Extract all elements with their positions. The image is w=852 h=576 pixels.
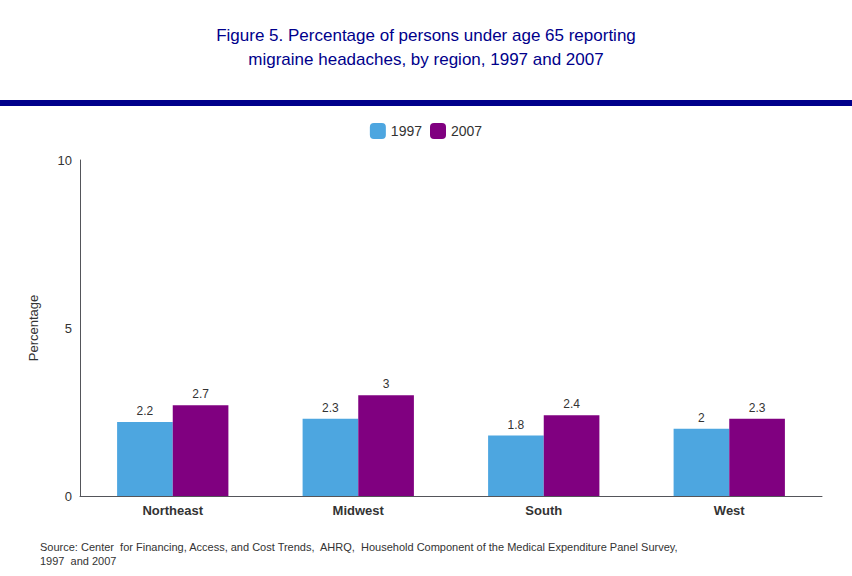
- svg-text:0: 0: [65, 489, 72, 504]
- svg-text:2.3: 2.3: [749, 401, 766, 415]
- svg-text:1.8: 1.8: [508, 418, 525, 432]
- svg-text:2: 2: [698, 411, 705, 425]
- svg-text:1997 and 2007: 1997 and 2007: [40, 555, 116, 567]
- svg-text:South: South: [525, 503, 562, 518]
- svg-text:Figure 5. Percentage of person: Figure 5. Percentage of persons under ag…: [216, 26, 636, 45]
- svg-text:2.2: 2.2: [137, 404, 154, 418]
- svg-text:migraine headaches, by region,: migraine headaches, by region, 1997 and …: [248, 50, 603, 69]
- svg-text:2.3: 2.3: [322, 401, 339, 415]
- svg-text:2.7: 2.7: [192, 387, 209, 401]
- svg-text:Northeast: Northeast: [142, 503, 203, 518]
- svg-text:2007: 2007: [451, 123, 482, 139]
- svg-text:Percentage: Percentage: [26, 295, 41, 362]
- svg-text:3: 3: [383, 377, 390, 391]
- svg-text:2.4: 2.4: [563, 397, 580, 411]
- svg-text:1997: 1997: [391, 123, 422, 139]
- svg-text:West: West: [714, 503, 745, 518]
- svg-text:10: 10: [58, 153, 72, 168]
- svg-text:Source: Center for Financing,: Source: Center for Financing, Access, an…: [40, 541, 678, 553]
- svg-text:Midwest: Midwest: [333, 503, 385, 518]
- svg-text:5: 5: [65, 321, 72, 336]
